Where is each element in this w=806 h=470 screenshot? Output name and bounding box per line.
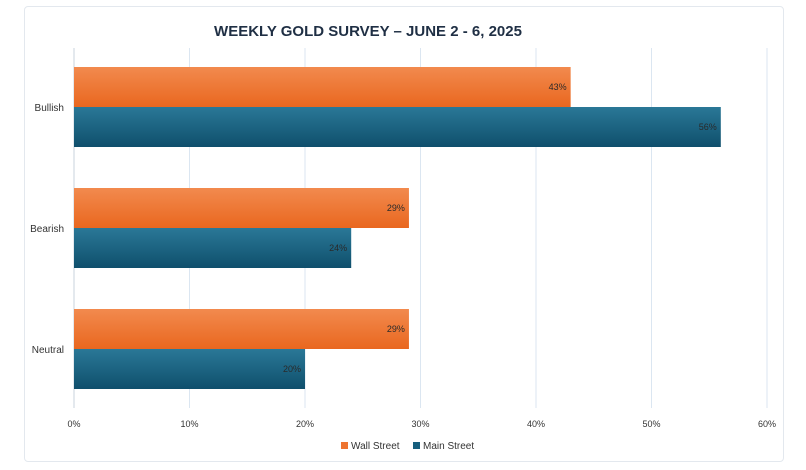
legend-label: Wall Street [351,441,400,452]
category-labels: Bullish Bearish Neutral [30,103,64,356]
bar-main-street-bearish [74,228,352,268]
bars-group: 43% 56% 29% 24% 29% 20% [74,67,721,389]
tick-label: 60% [758,419,776,429]
x-axis-ticks: 0% 10% 20% 30% 40% 50% 60% [67,419,776,429]
data-label: 29% [387,203,405,213]
tick-label: 10% [180,419,198,429]
tick-label: 20% [296,419,314,429]
tick-label: 0% [67,419,80,429]
bar-main-street-neutral [74,349,305,389]
legend-swatch [413,442,420,449]
legend: Wall Street Main Street [341,441,474,452]
category-label: Bullish [35,103,64,114]
data-label: 56% [699,122,717,132]
bar-wall-street-bearish [74,188,409,228]
legend-swatch [341,442,348,449]
tick-label: 30% [411,419,429,429]
bar-wall-street-bullish [74,67,571,107]
data-label: 24% [329,243,347,253]
legend-label: Main Street [423,441,474,452]
data-label: 29% [387,324,405,334]
category-label: Bearish [30,224,64,235]
bar-wall-street-neutral [74,309,409,349]
bar-main-street-bullish [74,107,721,147]
chart-title: WEEKLY GOLD SURVEY – JUNE 2 - 6, 2025 [214,23,522,40]
data-label: 20% [283,364,301,374]
tick-label: 50% [642,419,660,429]
tick-label: 40% [527,419,545,429]
data-label: 43% [549,82,567,92]
category-label: Neutral [32,345,64,356]
